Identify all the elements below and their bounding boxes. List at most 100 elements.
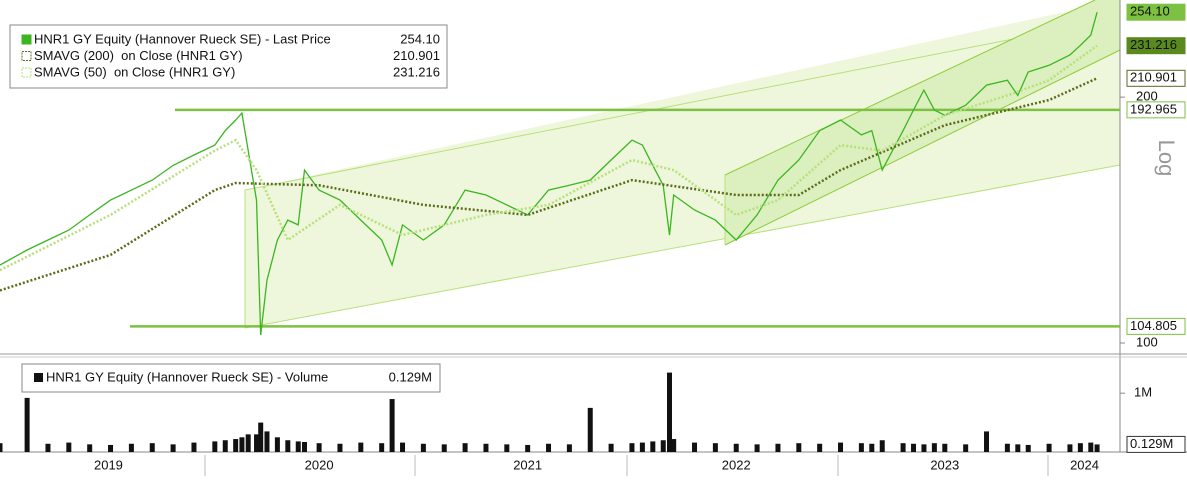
x-tick-label: 2023 <box>930 457 959 472</box>
series-line <box>0 77 1098 292</box>
volume-bar <box>650 441 656 452</box>
legend-value: 0.129M <box>389 369 432 384</box>
volume-bar <box>525 444 531 452</box>
volume-bar <box>66 442 72 452</box>
volume-bar <box>264 431 270 452</box>
volume-bar <box>1015 444 1021 452</box>
y-axis-label: Log <box>1154 140 1179 177</box>
volume-bar <box>692 442 698 452</box>
volume-bar <box>258 422 264 452</box>
volume-bar <box>796 443 802 452</box>
volume-bar <box>733 443 739 452</box>
volume-bar <box>170 444 176 452</box>
volume-bar <box>316 443 322 452</box>
volume-bar <box>1067 444 1073 452</box>
x-tick-label: 2021 <box>513 457 542 472</box>
volume-bar <box>869 443 875 452</box>
y-tick-label: 200 <box>1136 89 1158 104</box>
volume-bar <box>660 440 666 452</box>
volume-bar <box>239 437 245 452</box>
value-box <box>1126 101 1186 119</box>
volume-bar <box>24 397 30 452</box>
volume-bar <box>817 443 823 452</box>
volume-bar <box>254 434 260 452</box>
volume-bar <box>587 407 593 452</box>
volume-bar <box>337 443 343 452</box>
value-box <box>1126 37 1186 55</box>
volume-bar <box>1077 443 1083 452</box>
value-box <box>1126 317 1186 335</box>
volume-bar <box>1004 443 1010 452</box>
volume-bar <box>87 444 93 452</box>
volume-bar <box>483 443 489 452</box>
volume-bar <box>666 372 672 452</box>
legend-label: HNR1 GY Equity (Hannover Rueck SE) - Vol… <box>46 369 328 384</box>
volume-bar <box>462 443 468 452</box>
series-line <box>0 12 1098 336</box>
volume-bar <box>858 443 864 452</box>
volume-bar <box>504 444 510 452</box>
x-tick-label: 2020 <box>305 457 334 472</box>
volume-bar <box>911 443 917 452</box>
volume-bar <box>931 443 937 452</box>
volume-bar <box>108 444 114 452</box>
volume-bar <box>900 443 906 452</box>
legend <box>21 363 441 393</box>
x-tick-label: 2022 <box>722 457 751 472</box>
volume-bar <box>379 443 385 452</box>
volume-bar <box>420 443 426 452</box>
volume-bar <box>879 440 885 452</box>
channel-line <box>244 17 1121 191</box>
volume-bar <box>389 399 395 452</box>
channel-line <box>244 164 1121 329</box>
channel <box>245 0 1120 328</box>
series-line <box>0 44 1098 272</box>
last-value-label: 231.216 <box>1130 37 1177 52</box>
volume-bar <box>245 434 251 452</box>
legend-swatch <box>21 51 32 61</box>
volume-bar <box>1025 444 1031 452</box>
volume-bar <box>671 439 677 452</box>
legend-label: SMAVG (50) on Close (HNR1 GY) <box>34 64 235 79</box>
legend-label: SMAVG (200) on Close (HNR1 GY) <box>34 48 243 63</box>
volume-bar <box>639 442 645 452</box>
volume-bar <box>358 442 364 452</box>
level-label: 104.805 <box>1130 318 1177 333</box>
volume-bar <box>128 443 134 452</box>
volume-bar <box>222 440 228 452</box>
volume-bar <box>285 440 291 452</box>
volume-bar <box>546 443 552 452</box>
legend-swatch <box>34 373 43 382</box>
volume-bar <box>566 444 572 452</box>
marks <box>0 12 1120 452</box>
channel-line <box>724 49 1121 246</box>
volume-bar <box>921 444 927 452</box>
y-tick-label: 1M <box>1134 385 1152 400</box>
volume-bar <box>295 441 301 452</box>
volume-bar <box>233 439 239 452</box>
volume-bar <box>775 443 781 452</box>
volume-bar <box>191 442 197 452</box>
legend-value: 210.901 <box>393 48 440 63</box>
last-value-label: 254.10 <box>1130 4 1170 19</box>
volume-bar <box>629 443 635 452</box>
value-box <box>1126 435 1186 453</box>
legend <box>9 24 448 89</box>
value-box <box>1126 3 1186 21</box>
volume-bar <box>400 442 406 452</box>
volume-bar <box>963 444 969 452</box>
x-tick-label: 2024 <box>1070 457 1099 472</box>
volume-bar <box>212 441 218 452</box>
last-value-label: 210.901 <box>1130 70 1177 85</box>
y-tick-label: 100 <box>1136 334 1158 349</box>
volume-bar <box>1094 444 1100 452</box>
channel <box>725 0 1120 245</box>
volume-bar <box>1088 442 1094 452</box>
volume-bar <box>712 443 718 452</box>
legend-swatch <box>21 67 32 78</box>
volume-bar <box>0 443 3 452</box>
legend-value: 254.10 <box>400 31 440 46</box>
level-label: 192.965 <box>1130 101 1177 116</box>
volume-bar <box>149 443 155 452</box>
